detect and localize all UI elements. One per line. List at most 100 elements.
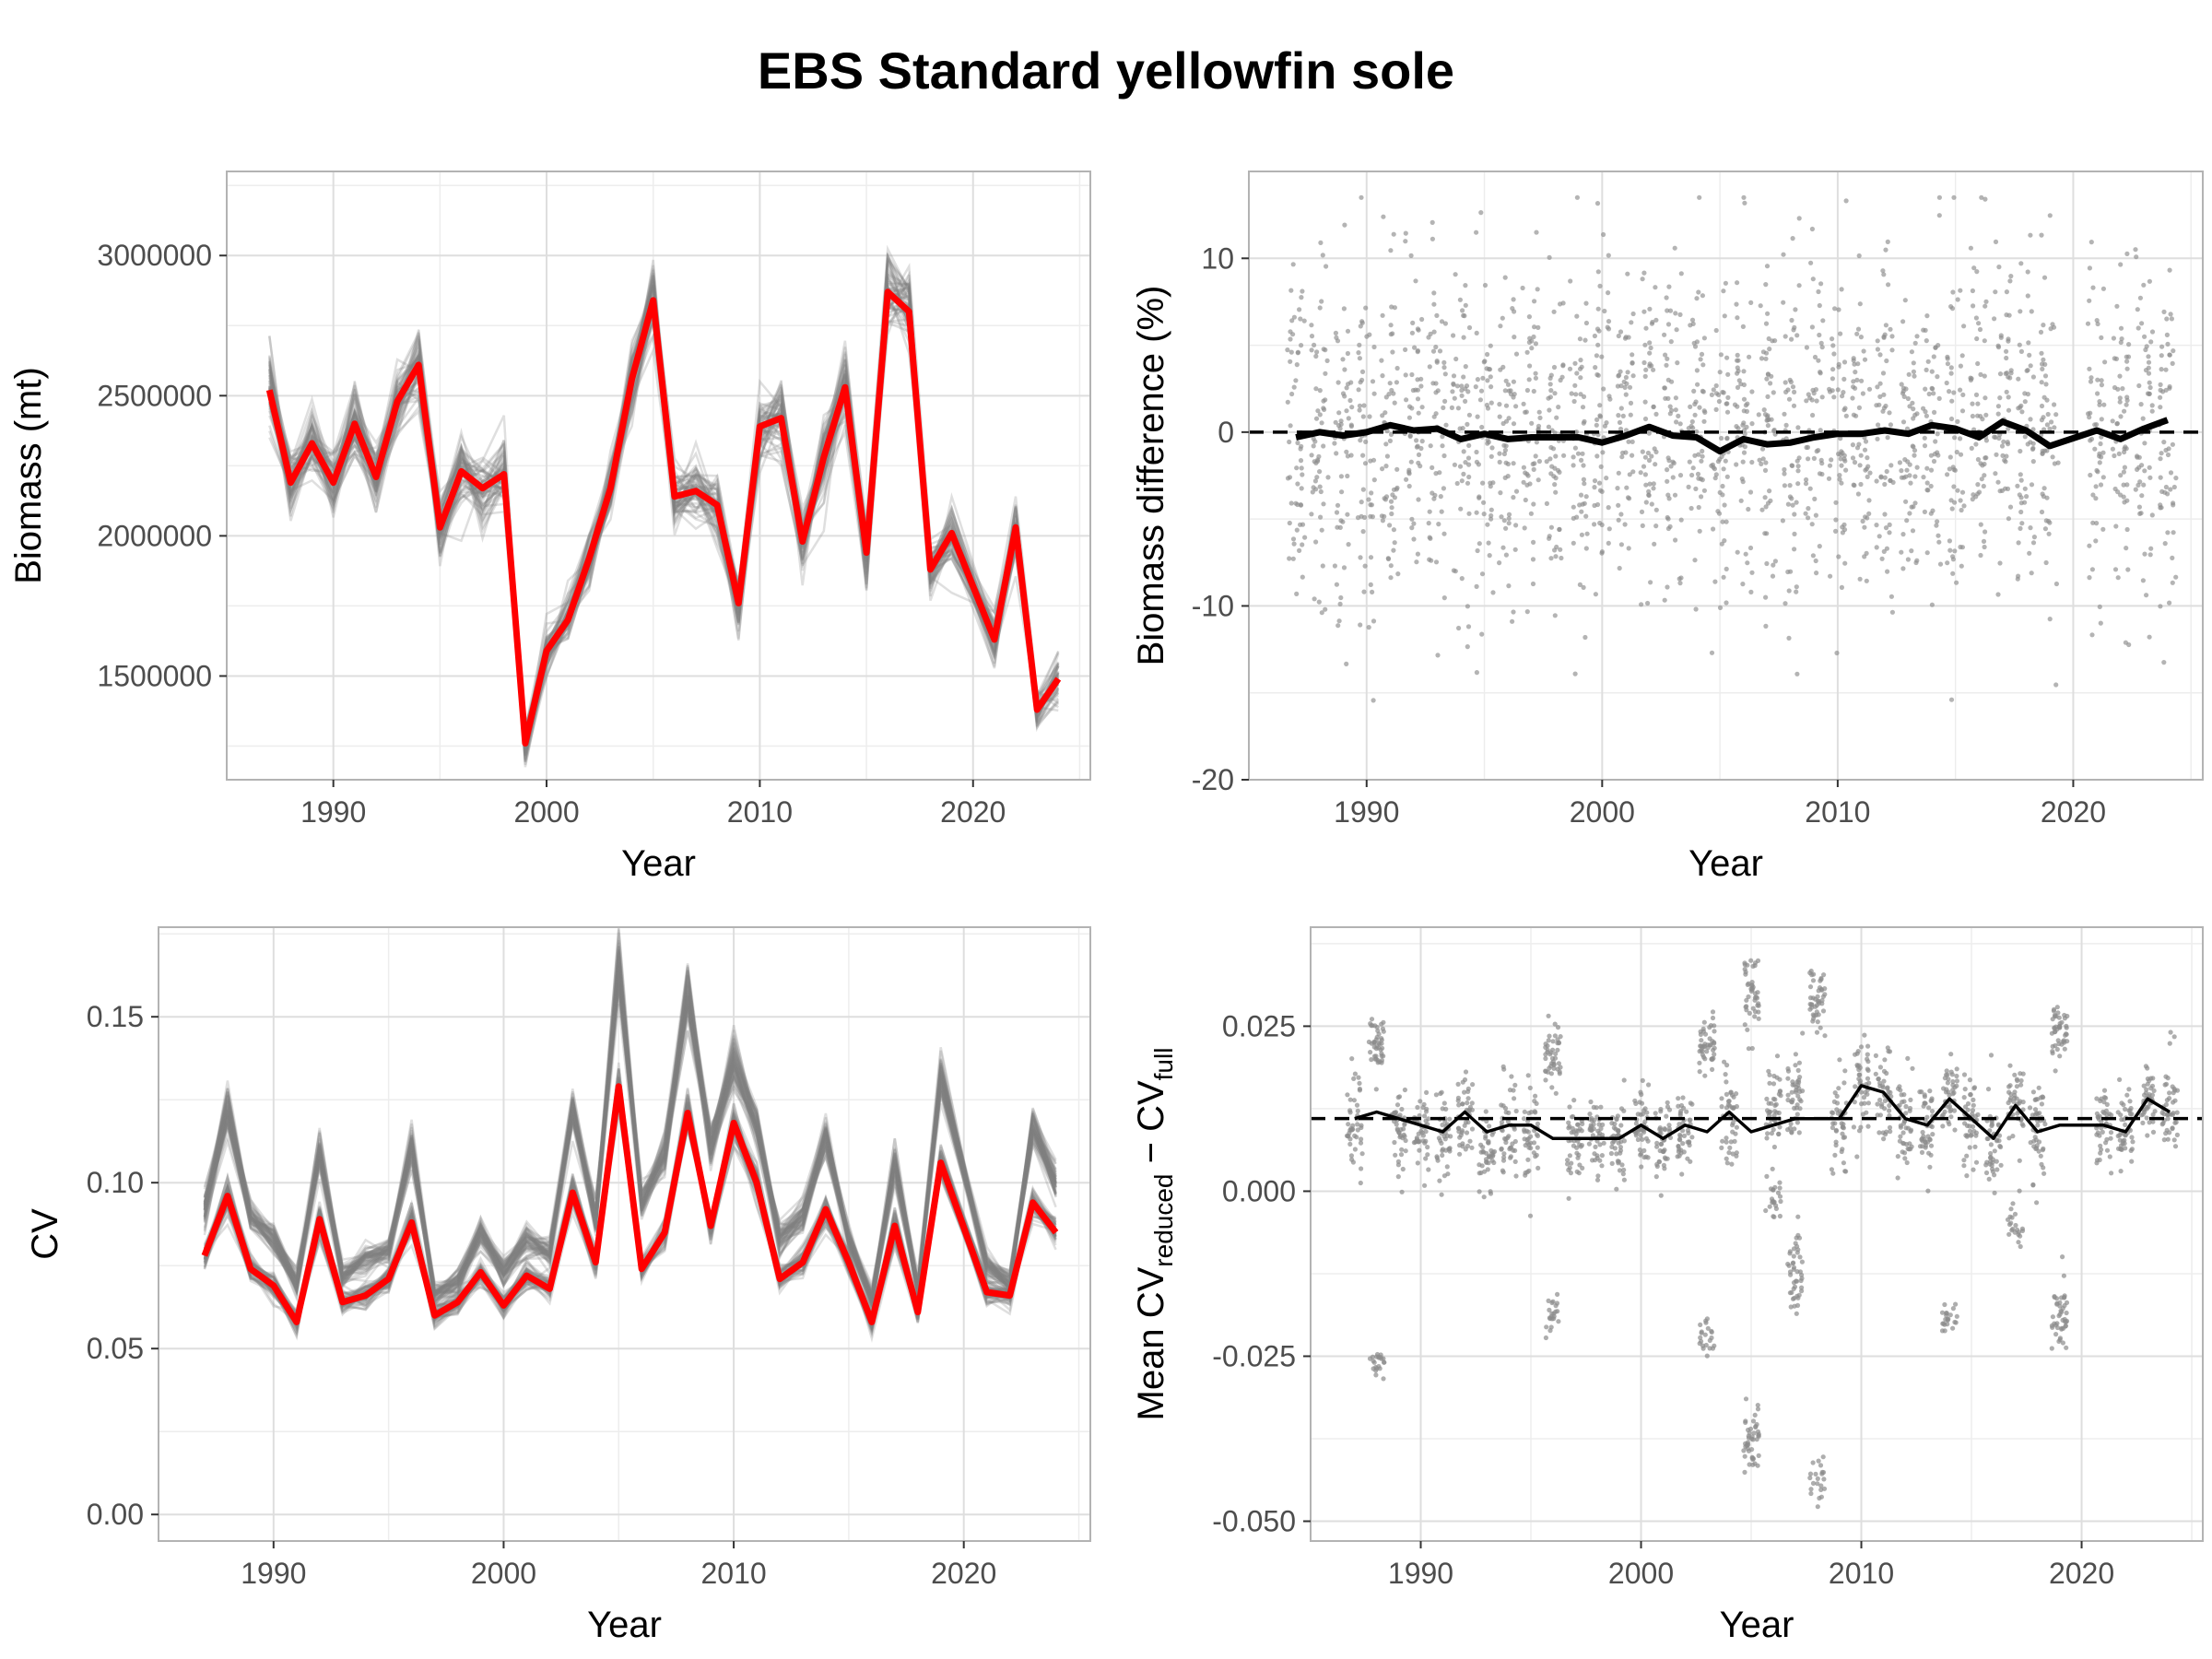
scatter-point (1620, 1171, 1626, 1177)
scatter-point (1782, 411, 1787, 417)
scatter-point (1616, 1127, 1621, 1133)
scatter-point (1319, 299, 1324, 304)
scatter-point (1724, 600, 1729, 606)
scatter-point (1778, 1198, 1783, 1205)
scatter-point (1577, 366, 1583, 371)
scatter-point (1806, 392, 1811, 397)
scatter-point (1902, 1156, 1908, 1161)
scatter-point (1342, 367, 1347, 372)
scatter-point (1403, 347, 1408, 352)
scatter-point (1819, 1001, 1825, 1006)
scatter-point (1777, 1213, 1783, 1219)
scatter-point (1900, 566, 1906, 571)
scatter-point (1749, 1434, 1755, 1440)
scatter-point (1923, 1143, 1928, 1148)
scatter-point (2112, 486, 2118, 492)
scatter-point (1548, 1071, 1554, 1077)
scatter-point (1785, 501, 1791, 507)
scatter-point (1777, 1124, 1783, 1130)
scatter-point (1851, 412, 1856, 418)
scatter-point (1559, 555, 1564, 561)
scatter-point (2124, 359, 2130, 364)
scatter-point (1950, 1306, 1956, 1312)
scatter-point (1827, 389, 1833, 394)
scatter-point (2047, 617, 2053, 622)
scatter-point (1700, 453, 1705, 459)
scatter-point (1955, 418, 1960, 424)
scatter-point (1709, 1335, 1714, 1341)
scatter-point (1512, 1126, 1517, 1132)
scatter-point (1887, 1108, 1892, 1113)
scatter-point (2116, 451, 2122, 456)
scatter-point (1503, 418, 1510, 424)
scatter-point (1560, 300, 1566, 306)
x-tick-label: 2000 (513, 795, 579, 829)
gridlines (226, 171, 1090, 780)
scatter-point (1842, 458, 1848, 464)
scatter-point (1755, 1403, 1760, 1408)
scatter-point (1961, 1095, 1967, 1100)
scatter-point (1530, 581, 1536, 587)
scatter-point (1830, 336, 1835, 342)
scatter-point (1319, 527, 1324, 533)
scatter-point (1767, 1204, 1772, 1209)
scatter-point (1383, 494, 1390, 500)
scatter-point (2095, 321, 2100, 327)
scatter-point (1712, 466, 1717, 472)
replicate-line (203, 951, 1057, 1308)
scatter-point (1534, 440, 1539, 445)
scatter-point (1511, 379, 1516, 384)
scatter-point (2060, 1317, 2065, 1323)
scatter-point (1993, 434, 1998, 441)
scatter-point (1441, 486, 1446, 491)
scatter-point (1914, 558, 1920, 563)
scatter-point (1793, 1052, 1798, 1057)
scatter-point (1889, 609, 1895, 615)
scatter-point (2165, 1116, 2171, 1122)
scatter-point (1923, 327, 1928, 333)
scatter-point (1477, 397, 1483, 403)
scatter-point (1348, 422, 1354, 428)
y-tick-label: 0 (1218, 416, 1234, 449)
scatter-point (1977, 326, 1983, 333)
scatter-point (1295, 481, 1300, 487)
scatter-point (1665, 322, 1672, 327)
scatter-point (1568, 278, 1573, 284)
scatter-point (1553, 489, 1559, 495)
replicate-line (268, 270, 1060, 738)
scatter-point (2098, 620, 2103, 626)
scatter-point (1597, 283, 1603, 288)
scatter-point (1577, 1126, 1583, 1132)
scatter-point (1433, 559, 1440, 565)
scatter-point (1437, 1178, 1442, 1183)
scatter-point (1512, 547, 1518, 552)
scatter-point (1769, 1196, 1775, 1202)
scatter-point (1620, 413, 1626, 418)
scatter-point (2022, 399, 2028, 405)
panel-cv-diff: 1990 2000 2010 2020-0.050-0.0250.0000.025Ye… (1131, 926, 2204, 1645)
scatter-point (2025, 269, 2030, 275)
scatter-point (1627, 384, 1633, 390)
scatter-point (1931, 391, 1936, 396)
scatter-point (2090, 520, 2096, 525)
scatter-point (2161, 440, 2167, 445)
scatter-point (1334, 451, 1339, 456)
scatter-point (2044, 422, 2050, 428)
scatter-point (1551, 1061, 1557, 1066)
scatter-point (2097, 402, 2102, 407)
scatter-point (2142, 1092, 2147, 1098)
scatter-point (1451, 568, 1456, 573)
scatter-point (2170, 580, 2175, 585)
scatter-point (1439, 1192, 1444, 1197)
y-tick-label: -0.050 (1212, 1505, 1296, 1538)
scatter-point (1479, 424, 1485, 430)
scatter-point (1461, 374, 1466, 380)
scatter-point (1856, 253, 1862, 259)
scatter-point (1887, 530, 1892, 535)
scatter-point (1680, 1128, 1686, 1134)
scatter-point (1736, 378, 1742, 383)
scatter-point (1628, 400, 1634, 406)
scatter-point (1481, 500, 1487, 505)
scatter-point (1680, 1141, 1686, 1147)
scatter-point (1833, 1139, 1839, 1145)
